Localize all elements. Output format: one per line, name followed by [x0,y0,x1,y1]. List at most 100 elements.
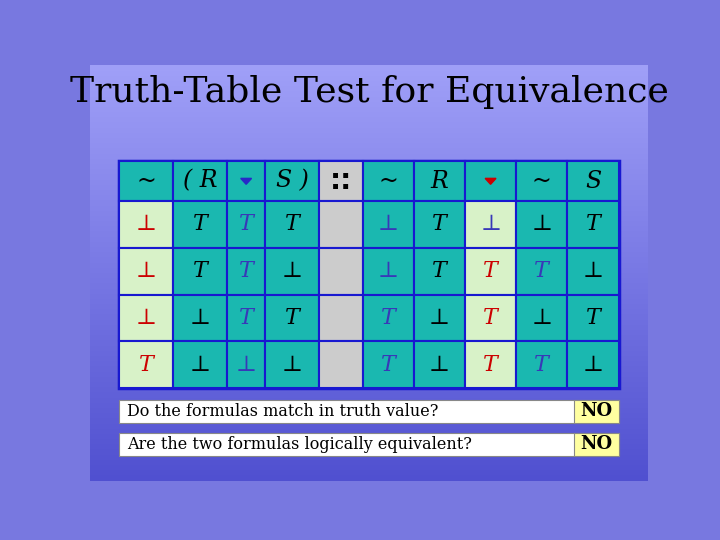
Text: ~: ~ [532,170,552,193]
Bar [227,201,266,248]
Text: ~: ~ [137,170,156,193]
Text: NO: NO [580,402,612,420]
Bar [414,341,465,388]
Text: T: T [483,354,498,376]
Text: ⊥: ⊥ [136,307,157,329]
Bar [227,248,266,295]
Text: ⊥: ⊥ [429,307,450,329]
Bar [319,341,363,388]
Text: S ): S ) [276,170,309,193]
Bar [414,295,465,341]
Text: ( R: ( R [183,170,217,193]
Bar [363,201,414,248]
Text: ⊥: ⊥ [531,307,552,329]
Text: T: T [239,260,253,282]
Text: T: T [139,354,154,376]
Text: ⊥: ⊥ [189,354,210,376]
Bar [516,341,567,388]
Bar [174,341,227,388]
Text: T: T [585,213,600,235]
Bar [319,161,363,201]
Bar [574,433,618,456]
Bar [174,248,227,295]
Text: NO: NO [580,435,612,454]
Text: Are the two formulas logically equivalent?: Are the two formulas logically equivalen… [127,436,472,453]
Text: ⊥: ⊥ [378,260,399,282]
Text: ⊥: ⊥ [235,354,256,376]
Text: T: T [432,260,447,282]
Text: ⊥: ⊥ [531,213,552,235]
Bar [174,161,227,201]
Text: T: T [432,213,447,235]
Text: T: T [239,213,253,235]
Text: ⊥: ⊥ [282,354,302,376]
Bar [574,400,618,423]
Text: T: T [193,213,207,235]
Text: ⊥: ⊥ [136,213,157,235]
Text: ⊥: ⊥ [480,213,501,235]
Bar [516,161,567,201]
Bar [120,161,174,201]
Text: Truth-Table Test for Equivalence: Truth-Table Test for Equivalence [70,75,668,109]
Text: T: T [534,260,549,282]
Text: Do the formulas match in truth value?: Do the formulas match in truth value? [127,403,438,420]
Bar [465,161,516,201]
Text: ⊥: ⊥ [282,260,302,282]
Text: ⊥: ⊥ [136,260,157,282]
Bar [266,161,319,201]
Text: T: T [483,307,498,329]
Text: ⊥: ⊥ [582,354,603,376]
Bar [516,295,567,341]
Bar [266,341,319,388]
Bar [266,201,319,248]
Bar [120,248,174,295]
Text: ::: :: [330,167,352,195]
Bar [414,248,465,295]
Text: T: T [285,213,300,235]
Bar [363,341,414,388]
Text: T: T [285,307,300,329]
Bar [120,161,618,388]
Polygon shape [240,178,251,184]
Bar [319,201,363,248]
Text: ⊥: ⊥ [582,260,603,282]
Text: ⊥: ⊥ [378,213,399,235]
Bar [567,248,618,295]
Text: T: T [381,354,395,376]
Text: T: T [381,307,395,329]
Bar [266,295,319,341]
Bar [120,295,174,341]
Text: R: R [431,170,449,193]
Bar [465,248,516,295]
Bar [465,201,516,248]
Bar [567,201,618,248]
Bar [516,201,567,248]
Bar [319,248,363,295]
Bar [363,295,414,341]
Text: T: T [239,307,253,329]
Bar [227,295,266,341]
Bar [414,161,465,201]
Bar [414,201,465,248]
Bar [363,161,414,201]
Bar [266,248,319,295]
Bar [174,295,227,341]
Text: T: T [585,307,600,329]
Polygon shape [485,178,496,184]
Bar [120,433,618,456]
Text: T: T [193,260,207,282]
Bar [567,161,618,201]
Text: ~: ~ [378,170,398,193]
Bar [363,248,414,295]
Text: T: T [483,260,498,282]
Bar [227,341,266,388]
Bar [465,295,516,341]
Bar [120,201,174,248]
Bar [567,341,618,388]
Text: S: S [585,170,601,193]
Bar [465,341,516,388]
Bar [516,248,567,295]
Text: ⊥: ⊥ [429,354,450,376]
Text: T: T [534,354,549,376]
Text: ⊥: ⊥ [189,307,210,329]
